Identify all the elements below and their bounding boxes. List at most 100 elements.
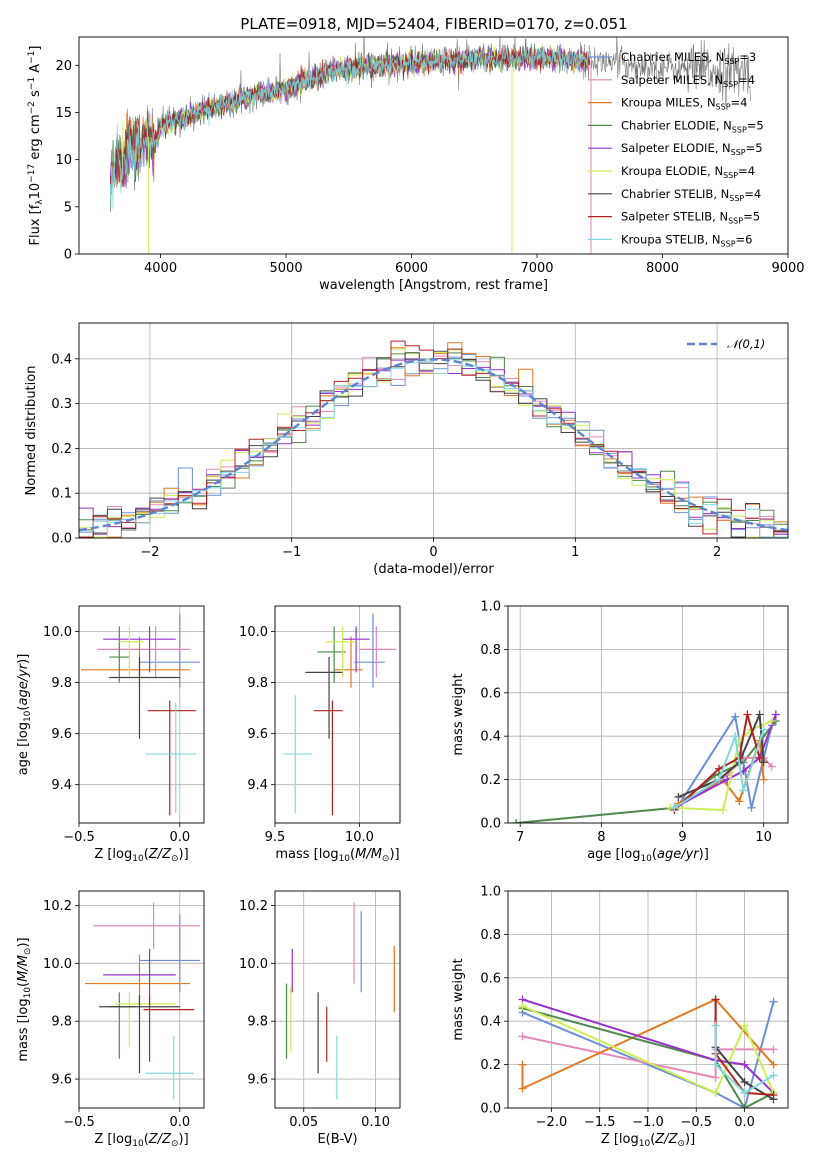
marker-chabrier-miles <box>769 997 778 1006</box>
y-tick-label: 10.0 <box>43 625 72 640</box>
marker-kroupa-miles <box>735 797 744 806</box>
label-part: −17 <box>27 164 37 183</box>
label-part: Z/Z <box>654 1132 678 1147</box>
marker-kroupa-stelib <box>731 732 740 741</box>
y-tick-label: 15 <box>55 106 72 121</box>
axes-frame-mass_vs_Z <box>78 890 205 1109</box>
y-tick-label: 10.0 <box>239 625 268 640</box>
legend-name: Chabrier STELIB, N <box>621 187 729 201</box>
x-tick-label: 10.0 <box>345 830 374 845</box>
marker-salpeter-elodie <box>771 710 780 719</box>
x-axis-label-age_vs_Z: Z [log10(Z/Z⊙)] <box>94 847 188 864</box>
legend-value: =5 <box>746 141 763 155</box>
line-kroupa-stelib <box>714 1025 775 1095</box>
label-part: ] <box>28 46 43 51</box>
x-tick-label: −0.5 <box>63 1115 95 1130</box>
legend-sub: SSP <box>728 217 743 226</box>
marker-salpeter-stelib <box>755 753 764 762</box>
x-tick-label: 0.0 <box>169 830 190 845</box>
marker-kroupa-stelib <box>711 1060 720 1069</box>
label-part: E(B-V) <box>317 1132 357 1147</box>
label-part: erg cm <box>28 114 43 163</box>
label-part: )] <box>389 847 399 862</box>
spectrum-lines <box>110 37 751 254</box>
legend-label-normal: 𝒩(0,1) <box>727 337 765 351</box>
x-tick-label: 6000 <box>395 261 428 276</box>
y-tick-label: 9.8 <box>247 676 268 691</box>
y-tick-label: 0.4 <box>51 352 72 367</box>
marker-salpeter-elodie <box>740 1060 749 1069</box>
ticks: −0.5 0.0 9.6 9.8 10.0 10.2 <box>43 899 190 1130</box>
y-tick-label: 0.3 <box>51 397 72 412</box>
label-part: 10 <box>339 854 351 864</box>
y-tick-label: 0.8 <box>480 643 501 658</box>
axes-frame-mass_vs_EBV <box>274 890 401 1109</box>
axes-massweight_vs_age: 7 8 9 10 0.0 0.2 0.4 0.6 0.8 1.0 <box>480 600 788 845</box>
x-axis-label-spectrum: wavelength [Angstrom, rest frame] <box>319 278 548 293</box>
errorbars-mass_vs_Z <box>85 902 200 1100</box>
y-axis-label-residuals: Normed distribution <box>24 366 39 496</box>
legend-label-5: Kroupa ELODIE, NSSP=4 <box>621 164 755 180</box>
x-axis-label-massweight_vs_age: age [log10(age/yr)] <box>587 847 709 864</box>
marker-kroupa-stelib <box>769 1071 778 1080</box>
ticks: −0.5 0.0 9.4 9.6 9.8 10.0 <box>43 625 190 845</box>
errorbars-age_vs_mass <box>283 613 397 816</box>
histogram-kroupa-stelib <box>79 358 788 538</box>
y-tick-label: 0.4 <box>480 1015 501 1030</box>
y-tick-label: 9.6 <box>51 727 72 742</box>
y-tick-label: 10.0 <box>239 957 268 972</box>
legend-label-7: Salpeter STELIB, NSSP=5 <box>621 210 760 226</box>
marker-kroupa-stelib <box>715 775 724 784</box>
marker-kroupa-miles <box>518 1084 527 1093</box>
y-tick-label: 9.6 <box>247 1073 268 1088</box>
label-part: )] <box>179 847 189 862</box>
label-part: ( <box>350 847 355 862</box>
legend-label-1: Salpeter MILES, NSSP=4 <box>621 73 755 89</box>
y-tick-label: 0.0 <box>480 817 501 832</box>
label-part: ⊙ <box>677 1139 685 1149</box>
x-tick-label: 8 <box>597 830 605 845</box>
label-part: Flux [f <box>28 204 43 245</box>
label-part: ⊙ <box>382 854 390 864</box>
axes-frame-massweight_vs_age <box>507 605 789 824</box>
legend-sub: SSP <box>731 148 746 157</box>
ticks: 9.5 10.0 9.4 9.6 9.8 10.0 <box>239 625 374 845</box>
marker-kroupa-elodie <box>711 1088 720 1097</box>
legend-name: Salpeter ELODIE, N <box>621 141 731 155</box>
x-tick-label: 0 <box>429 545 437 560</box>
y-tick-label: 0.4 <box>480 730 501 745</box>
x-tick-label: 0.05 <box>289 1115 318 1130</box>
y-tick-label: 0.2 <box>51 442 72 457</box>
x-tick-label: −0.5 <box>63 830 95 845</box>
x-axis-label-mass_vs_Z: Z [log10(Z/Z⊙)] <box>94 1132 188 1149</box>
figure-title: PLATE=0918, MJD=52404, FIBERID=0170, z=0… <box>240 15 627 33</box>
label-part: Z [log <box>94 1132 132 1147</box>
label-part: )] <box>179 1132 189 1147</box>
label-part: Normed distribution <box>24 366 39 496</box>
marker-kroupa-miles <box>769 1060 778 1069</box>
marker-salpeter-miles <box>711 1073 720 1082</box>
label-part: mass [log <box>275 847 338 862</box>
legend-label-2: Kroupa MILES, NSSP=4 <box>621 96 747 112</box>
x-tick-label: −2.0 <box>536 1115 568 1130</box>
y-axis-label-massweight_vs_age: mass weight <box>451 673 466 755</box>
legend-sub: SSP <box>723 171 738 180</box>
y-tick-label: 1.0 <box>480 885 501 900</box>
y-axis-label-age_vs_Z: age [log10(age/yr)] <box>16 654 33 776</box>
y-tick-label: 0.2 <box>480 1058 501 1073</box>
x-tick-label: 0.10 <box>361 1115 390 1130</box>
legend-value: =4 <box>744 187 761 201</box>
label-part: ( <box>652 847 657 862</box>
legend-value: =5 <box>747 118 764 132</box>
legend-name: Chabrier ELODIE, N <box>621 118 732 132</box>
y-tick-label: 0.2 <box>480 773 501 788</box>
legend-name: Salpeter MILES, N <box>621 73 723 87</box>
x-tick-label: −1.0 <box>632 1115 664 1130</box>
y-tick-label: 9.6 <box>247 727 268 742</box>
marker-kroupa-miles <box>759 775 768 784</box>
marker-kroupa-stelib <box>670 803 679 812</box>
x-tick-label: 9000 <box>771 261 804 276</box>
legend-value: =4 <box>738 73 755 87</box>
legend-label-6: Chabrier STELIB, NSSP=4 <box>621 187 761 203</box>
